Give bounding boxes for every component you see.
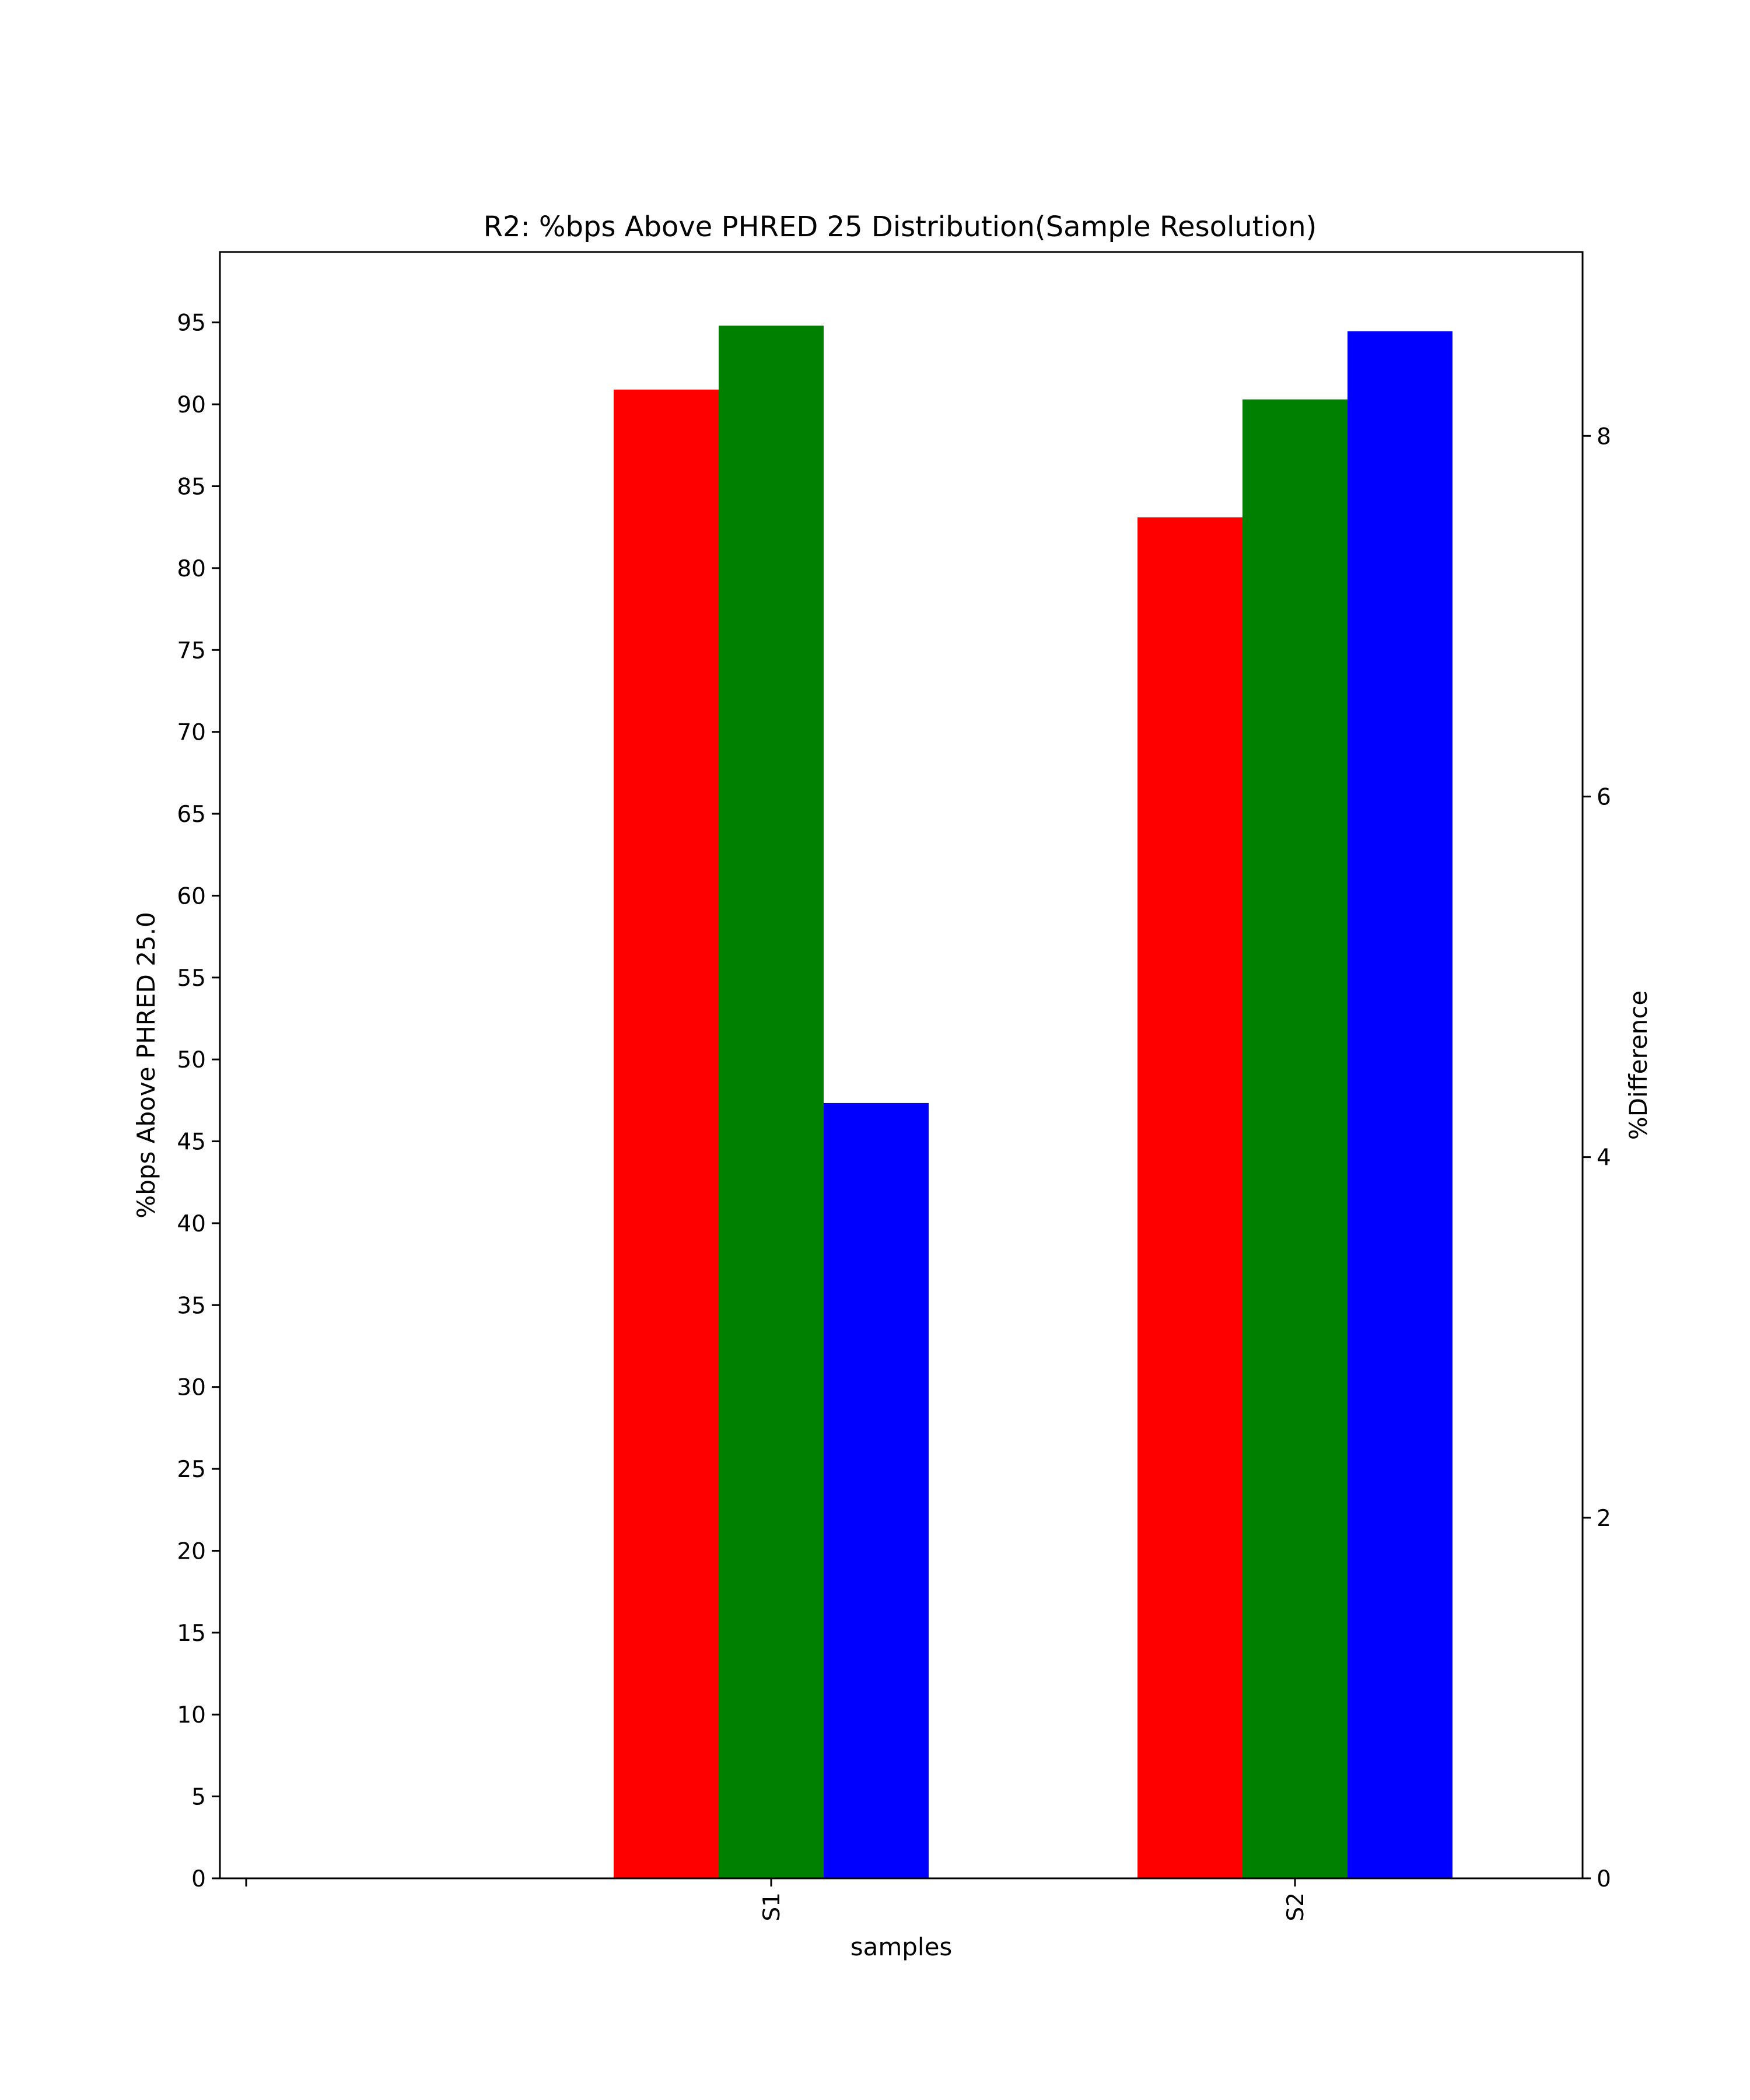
bar-series-1-S1 (614, 389, 719, 1879)
y-tick-label: 0 (191, 1866, 206, 1892)
y-tick-label: 25 (177, 1457, 206, 1483)
y-tick-label: 20 (177, 1538, 206, 1564)
y-tick-label: 45 (177, 1129, 206, 1156)
y-tick-label: 5 (191, 1784, 206, 1811)
chart-title: R2: %bps Above PHRED 25 Distribution(Sam… (484, 211, 1317, 243)
y-tick-label: 70 (177, 720, 206, 746)
y2-axis-label: %Difference (1624, 991, 1653, 1140)
y-tick-label: 95 (177, 310, 206, 337)
y-tick-label: 60 (177, 883, 206, 909)
y-tick-label: 55 (177, 965, 206, 992)
y-tick-label: 10 (177, 1702, 206, 1728)
y-tick-label: 75 (177, 638, 206, 664)
y2-tick-label: 8 (1597, 424, 1611, 450)
bars-layer (614, 326, 1452, 1879)
y-tick-label: 85 (177, 474, 206, 500)
y-axis-left: 0 5 10 15 20 25 30 35 40 45 50 55 60 65 70 75 80 85 90 95 (177, 310, 220, 1892)
y2-tick-label: 4 (1597, 1145, 1611, 1171)
y2-tick-label: 2 (1597, 1506, 1611, 1532)
y-tick-label: 30 (177, 1375, 206, 1401)
bar-series-2-S1 (719, 326, 824, 1878)
y-tick-label: 15 (177, 1620, 206, 1647)
bar-series-2-S2 (1242, 399, 1348, 1878)
plot-frame (219, 251, 1584, 1880)
x-tick-label-S1: S1 (759, 1892, 785, 1922)
y-axis-right: 0 2 4 6 8 (1583, 424, 1611, 1892)
y-tick-label: 50 (177, 1047, 206, 1073)
bar-series-3-S1 (824, 1102, 929, 1878)
y2-tick-label: 6 (1597, 784, 1611, 810)
y-tick-label: 40 (177, 1211, 206, 1237)
y-tick-label: 80 (177, 556, 206, 582)
y-axis-label: %bps Above PHRED 25.0 (132, 912, 160, 1218)
bar-series-3-S2 (1348, 331, 1452, 1878)
bar-series-1-S2 (1138, 517, 1242, 1879)
x-tick-label-S2: S2 (1283, 1892, 1309, 1922)
y-tick-label: 35 (177, 1293, 206, 1319)
x-axis: S1 S2 (245, 1878, 1309, 1922)
x-axis-label: samples (850, 1933, 953, 1961)
y-tick-label: 90 (177, 392, 206, 418)
y2-tick-label: 0 (1597, 1866, 1611, 1892)
y-tick-label: 65 (177, 802, 206, 828)
